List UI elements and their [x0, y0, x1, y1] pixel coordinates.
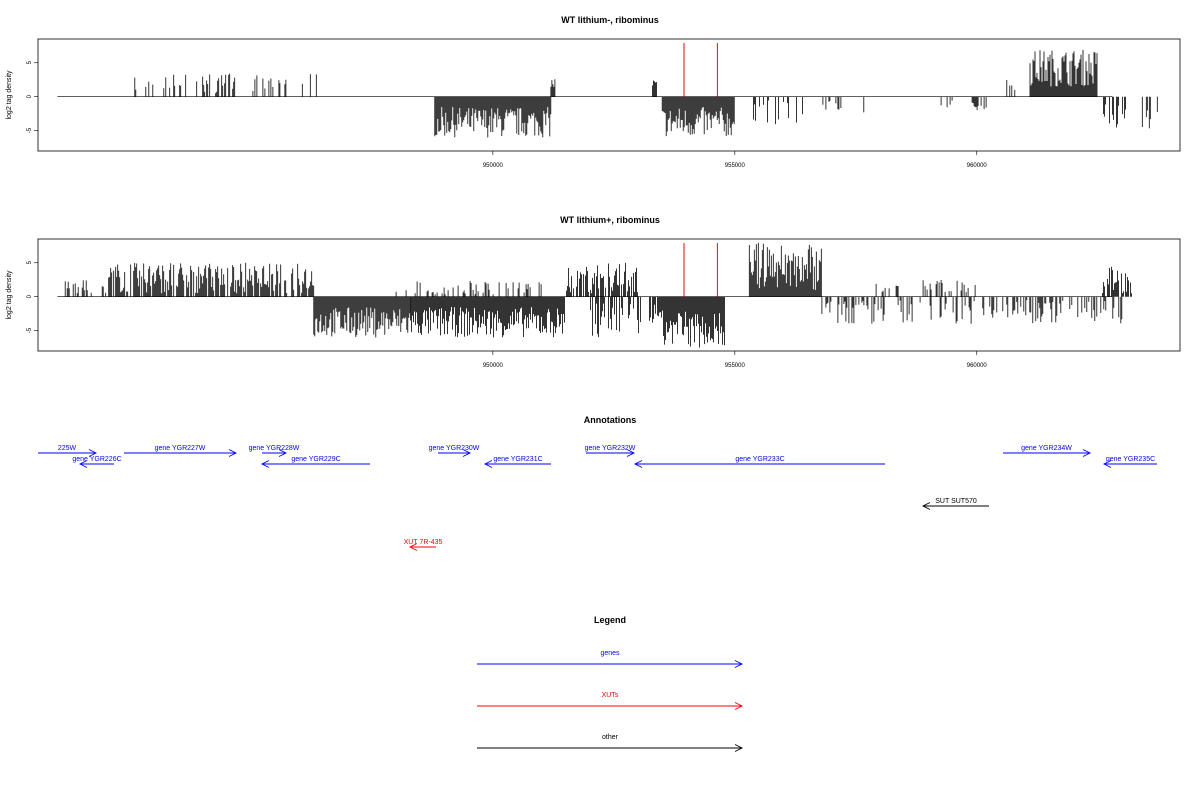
legend-title: Legend — [594, 615, 626, 625]
annotation-arrow — [262, 449, 288, 457]
annotation-label: SUT SUT570 — [935, 498, 977, 505]
annotation-label: gene YGR232W — [585, 445, 636, 452]
annotation-label: gene YGR231C — [493, 456, 542, 463]
annotation-label: gene YGR229C — [291, 456, 340, 463]
legend-arrow — [477, 744, 744, 752]
annotation-label: gene YGR227W — [155, 445, 206, 452]
annotation-items: 225W gene YGR226C gene YGR227W gene YGR228W… — [38, 445, 1157, 551]
annotation-arrow — [586, 449, 636, 457]
legend-label: XUTs — [602, 692, 619, 699]
annotation-label: gene YGR228W — [249, 445, 300, 452]
annotation-label: XUT 7R-435 — [404, 539, 443, 546]
plot-frame — [37, 238, 1181, 352]
annotations-title: Annotations — [584, 415, 637, 425]
x-tick-label: 955000 — [725, 363, 746, 369]
annotation-arrow — [921, 502, 989, 510]
plot-frame — [37, 38, 1181, 152]
annotation-arrow — [633, 460, 885, 468]
annotation-label: gene YGR233C — [735, 456, 784, 463]
y-tick-label: 0 — [27, 94, 33, 98]
axes: -5 0 5 950000 955000 960000 — [27, 260, 987, 369]
chart-title: WT lithium-, ribominus — [561, 15, 659, 25]
y-axis-label: log2 tag density — [6, 70, 13, 120]
y-tick-label: 5 — [27, 260, 33, 264]
annotation-arrow — [408, 543, 436, 551]
y-tick-label: -5 — [27, 127, 33, 133]
chart-panel-lithium-plus: WT lithium+, ribominus log2 tag density … — [6, 215, 1181, 369]
legend-arrow — [477, 660, 744, 668]
legend-items: genes XUTs other — [477, 650, 744, 752]
legend-panel: Legend genes XUTs other — [477, 615, 744, 752]
annotation-label: gene YGR230W — [429, 445, 480, 452]
y-axis-label: log2 tag density — [6, 270, 13, 320]
signal-bars — [57, 242, 1132, 348]
y-tick-label: 0 — [27, 294, 33, 298]
x-tick-label: 950000 — [483, 363, 504, 369]
x-tick-label: 950000 — [483, 163, 504, 169]
x-tick-label: 960000 — [967, 163, 988, 169]
annotation-label: gene YGR235C — [1106, 456, 1155, 463]
legend-arrow — [477, 702, 744, 710]
annotation-arrow — [1102, 460, 1157, 468]
annotation-arrow — [260, 460, 370, 468]
y-tick-label: -5 — [27, 327, 33, 333]
annotation-arrow — [38, 449, 98, 457]
annotation-arrow — [483, 460, 551, 468]
x-tick-label: 960000 — [967, 363, 988, 369]
annotation-label: gene YGR226C — [72, 456, 121, 463]
legend-label: genes — [600, 650, 620, 657]
y-tick-label: 5 — [27, 60, 33, 64]
annotation-arrow — [1003, 449, 1092, 457]
signal-bars — [57, 43, 1158, 138]
x-tick-label: 955000 — [725, 163, 746, 169]
annotation-arrow — [438, 449, 472, 457]
chart-panel-lithium-minus: WT lithium-, ribominus log2 tag density … — [6, 15, 1181, 169]
legend-label: other — [602, 734, 619, 741]
annotation-arrow — [124, 449, 238, 457]
annotation-arrow — [78, 460, 114, 468]
annotation-label: gene YGR234W — [1021, 445, 1072, 452]
annotations-panel: Annotations 225W gene YGR226C gene YGR227W… — [38, 415, 1157, 551]
axes: -5 0 5 950000 955000 960000 — [27, 60, 987, 169]
chart-title: WT lithium+, ribominus — [560, 215, 660, 225]
annotation-label: 225W — [58, 445, 77, 452]
